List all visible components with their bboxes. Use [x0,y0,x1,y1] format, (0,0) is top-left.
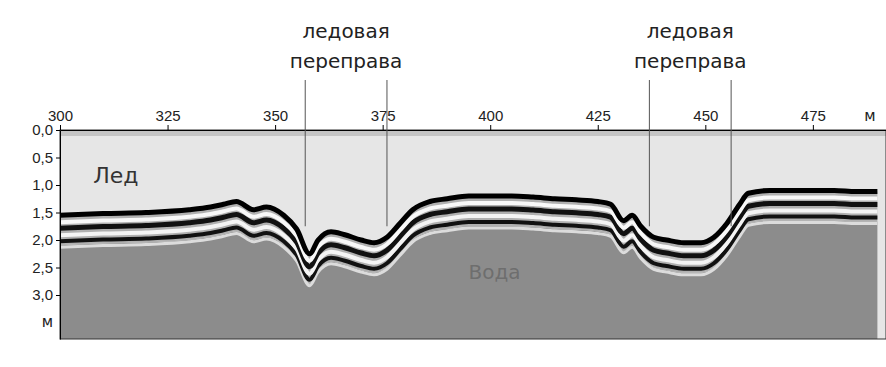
y-tick: 3,0 [32,286,60,303]
y-tick-label: 1,0 [32,176,53,193]
y-tick-mark [56,295,60,296]
x-tick: 450 [693,107,718,130]
x-tick-label: 425 [586,107,611,124]
x-axis: 300325350375400425450475 [48,107,886,131]
x-tick-mark [383,125,384,130]
crossing-label: ледовая [302,19,389,43]
y-tick-mark [56,185,60,186]
y-tick-mark [56,213,60,214]
y-tick: 0,5 [32,149,60,166]
y-tick: 1,5 [32,204,60,221]
region-label: Лед [93,163,138,188]
x-tick-mark [60,125,61,130]
y-tick: 2,5 [32,259,60,276]
x-axis-unit: м [864,107,875,125]
x-tick: 425 [586,107,611,130]
x-tick: 400 [478,107,503,130]
ice-bottom-line [60,191,877,254]
plot-area [60,130,886,339]
y-tick: 1,0 [32,176,60,193]
y-axis-line [60,131,61,340]
reflection-band [60,198,877,261]
surface-band [60,130,886,136]
y-tick-label: 3,0 [32,286,53,303]
crossing-boundary [305,80,306,226]
x-tick-mark [490,125,491,130]
x-tick-mark [813,125,814,130]
x-axis-line [61,130,886,131]
x-tick-mark [168,125,169,130]
plot-frame [60,130,886,339]
x-tick-mark [275,125,276,130]
crossing-boundary [386,80,387,226]
x-tick-label: 400 [478,107,503,124]
x-tick-label: 450 [693,107,718,124]
y-tick-label: 2,5 [32,259,53,276]
chart: 300325350375400425450475м0,00,51,01,52,0… [0,0,886,367]
reflection-zone [60,191,877,284]
reflection-band [60,204,877,267]
crossing-boundary [731,80,732,226]
crossing-boundary [649,80,650,226]
y-tick-mark [56,268,60,269]
x-tick: 475 [801,107,826,130]
crossing-label: переправа [634,49,746,73]
x-tick-mark [705,125,706,130]
x-tick: 350 [263,107,288,130]
crossing-label: ледовая [647,19,734,43]
x-tick-mark [598,125,599,130]
region-label: Вода [468,260,520,284]
x-tick: 325 [156,107,181,130]
y-tick: 0,0 [32,121,60,138]
y-tick-label: 2,0 [32,231,53,248]
x-tick: 375 [371,107,396,130]
y-tick-mark [56,240,60,241]
y-tick-label: 0,0 [32,121,53,138]
crossing-label: переправа [290,49,402,73]
y-tick-mark [56,130,60,131]
x-tick-label: 475 [801,107,826,124]
x-tick-label: 350 [263,107,288,124]
y-tick-mark [56,158,60,159]
y-axis: 0,0 0,5 1,0 1,5 2,0 2,5 3,0 [32,121,60,339]
x-tick-label: 325 [156,107,181,124]
y-tick: 2,0 [32,231,60,248]
x-tick-label: 375 [371,107,396,124]
y-tick-label: 0,5 [32,149,53,166]
y-tick-label: 1,5 [32,204,53,221]
y-axis-unit: м [42,313,53,331]
